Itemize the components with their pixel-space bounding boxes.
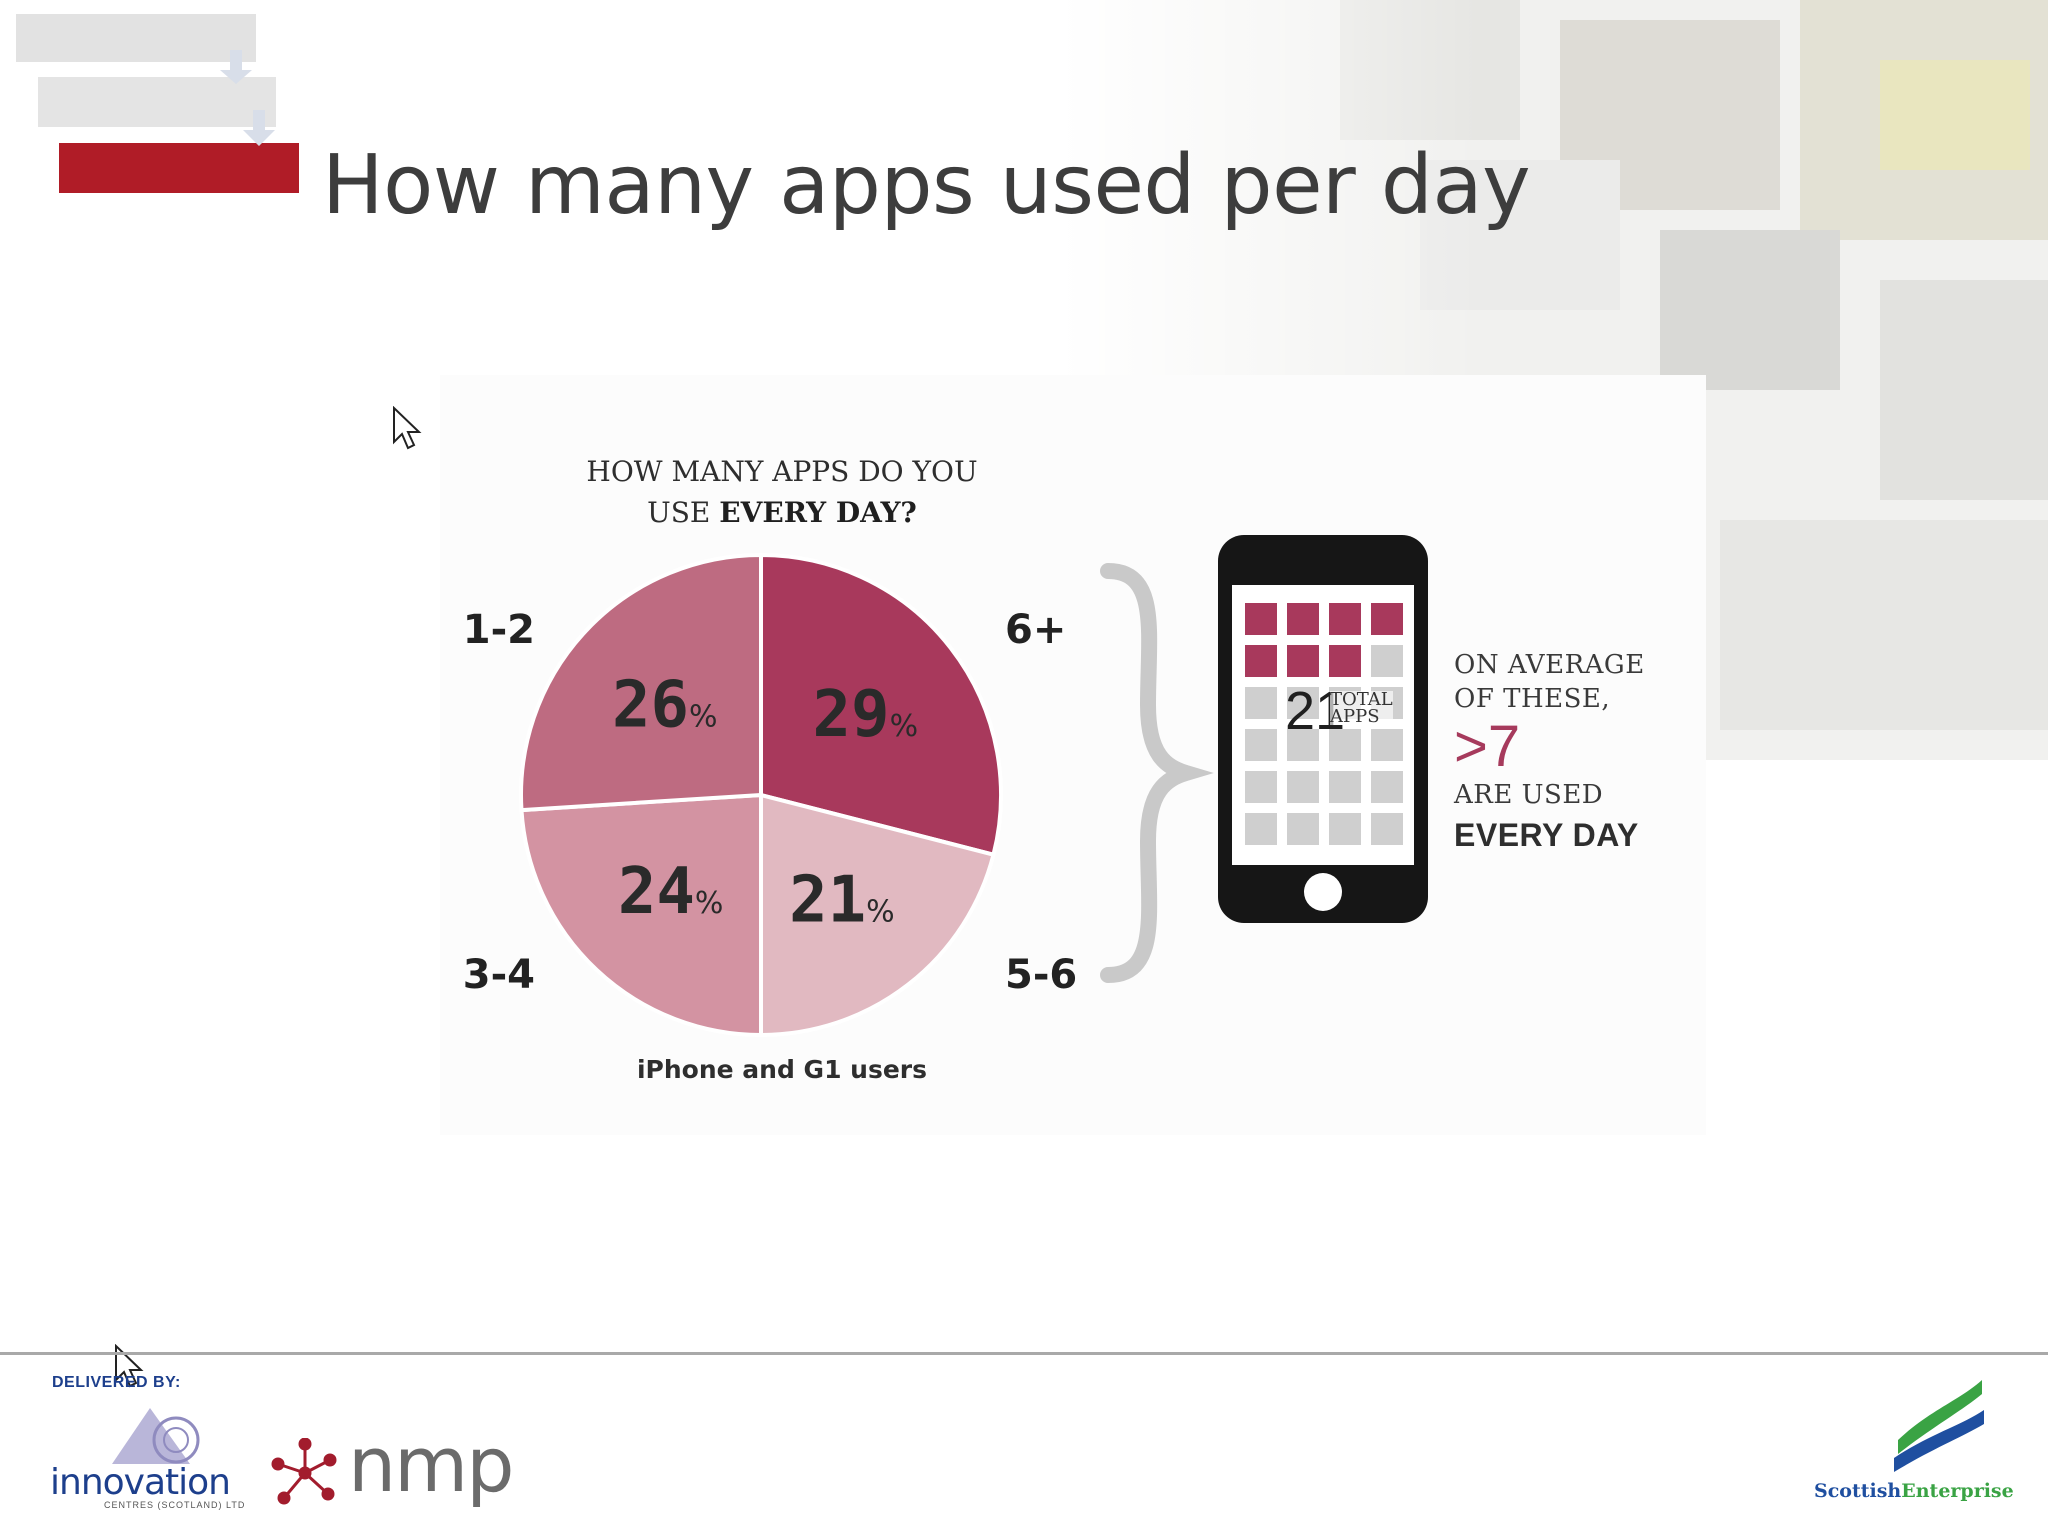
chart-title: HOW MANY APPS DO YOU USE EVERY DAY?	[540, 451, 1024, 533]
summary-highlight: >7	[1454, 714, 1521, 779]
app-tile-icon	[1287, 729, 1319, 761]
deco-bar-grey-1	[16, 14, 256, 62]
mouse-cursor-icon	[393, 406, 422, 450]
app-tile-icon	[1287, 645, 1319, 677]
app-tile-icon	[1245, 645, 1277, 677]
innovation-globe-icon	[112, 1408, 200, 1464]
app-tile-icon	[1287, 813, 1319, 845]
innovation-logo: innovation	[50, 1462, 231, 1503]
pie-category-label: 1-2	[463, 607, 535, 653]
app-tile-icon	[1245, 603, 1277, 635]
app-tile-icon	[1287, 687, 1319, 719]
scottish-enterprise-logo: ScottishEnterprise	[1814, 1480, 2014, 1502]
pie-category-label: 3-4	[463, 952, 535, 998]
pie-slice-1-2	[519, 552, 763, 813]
deco-arrow-icon	[220, 50, 275, 146]
mouse-cursor-icon-footer	[115, 1344, 144, 1388]
innovation-logo-sub: CENTRES (SCOTLAND) LTD	[104, 1500, 246, 1510]
app-tile-icon	[1329, 771, 1361, 803]
chart-title-line2: USE EVERY DAY?	[647, 496, 917, 529]
delivered-by-label: DELIVERED BY:	[52, 1374, 181, 1391]
scottish-enterprise-swoosh-icon	[1894, 1380, 1984, 1472]
deco-bar-red	[59, 143, 299, 193]
pie-chart: 29%6+21%5-624%3-426%1-2	[463, 535, 1428, 1038]
phone-home-button-icon	[1304, 873, 1342, 911]
deco-bar-grey-2	[38, 77, 276, 127]
pie-slice-3-4	[519, 792, 763, 1038]
summary-line-3: ARE USED	[1454, 780, 1604, 810]
pie-category-label: 5-6	[1005, 952, 1077, 998]
app-tile-icon	[1371, 813, 1403, 845]
app-tile-icon	[1371, 603, 1403, 635]
app-tile-icon	[1287, 603, 1319, 635]
footer-divider	[0, 1352, 2048, 1355]
chart-title-bold: EVERY DAY?	[719, 496, 917, 529]
summary-line-4: EVERY DAY	[1454, 817, 1639, 853]
pie-slice-6+	[759, 552, 1003, 858]
app-tile-icon	[1329, 813, 1361, 845]
summary-line-1: ON AVERAGE	[1454, 650, 1645, 680]
phone-total-label: TOTAL APPS	[1330, 689, 1393, 727]
app-tile-icon	[1329, 603, 1361, 635]
app-tile-icon	[1329, 729, 1361, 761]
summary-line-2: OF THESE,	[1454, 684, 1611, 714]
chart-title-line1: HOW MANY APPS DO YOU	[586, 455, 978, 488]
page-title: How many apps used per day	[322, 138, 1531, 233]
app-tile-icon	[1329, 645, 1361, 677]
app-tile-icon	[1371, 645, 1403, 677]
app-tile-icon	[1245, 813, 1277, 845]
pie-slice-5-6	[759, 792, 996, 1038]
nmp-logo: nmp	[348, 1420, 514, 1509]
apps-summary-text: ON AVERAGE OF THESE, >7 ARE USED EVERY D…	[1454, 648, 1645, 858]
pie-category-label: 6+	[1005, 607, 1066, 653]
app-tile-icon	[1245, 771, 1277, 803]
nmp-star-icon	[271, 1438, 337, 1505]
app-tile-icon	[1245, 729, 1277, 761]
app-tile-icon	[1287, 771, 1319, 803]
curly-brace-icon	[1100, 563, 1214, 983]
app-tile-icon	[1371, 729, 1403, 761]
app-tile-icon	[1371, 771, 1403, 803]
app-tile-icon	[1245, 687, 1277, 719]
chart-caption: iPhone and G1 users	[636, 1055, 928, 1084]
infographic-panel: HOW MANY APPS DO YOU USE EVERY DAY? 29% 6…	[440, 375, 1706, 1135]
